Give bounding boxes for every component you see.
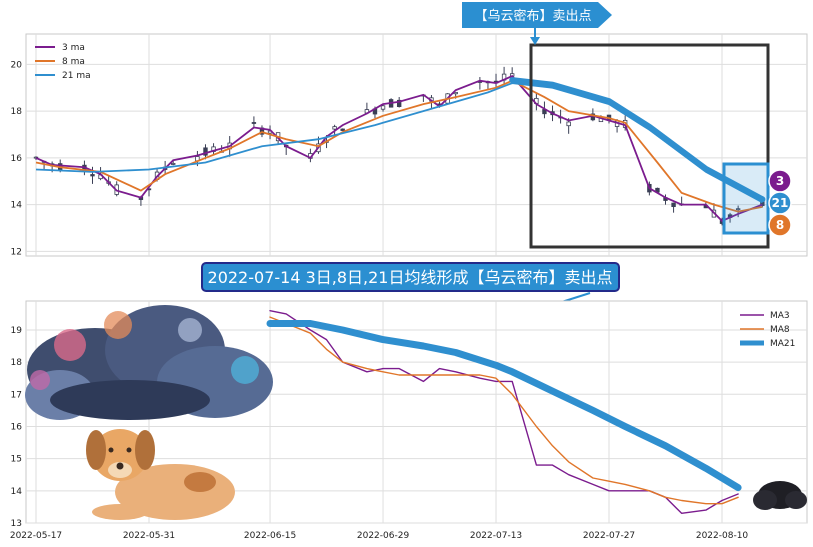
legend-label-ma3: MA3	[770, 311, 790, 321]
cloud-swirl	[178, 318, 202, 342]
legend-label-ma21: MA21	[770, 339, 795, 349]
y-tick-label: 18	[11, 358, 23, 368]
badge-8	[768, 213, 792, 237]
badge-8-label: 8	[776, 218, 784, 232]
banner-box	[201, 262, 620, 292]
series-line-MA21	[266, 320, 742, 492]
y-tick-label: 19	[11, 326, 23, 336]
y-tick-label: 16	[11, 422, 23, 432]
top-callout-label: 【乌云密布】卖出点	[474, 8, 591, 24]
dog-eye	[126, 447, 132, 453]
series-line-MA8	[269, 316, 739, 505]
ma-badges: 3 21 8	[768, 169, 792, 237]
candle-body	[340, 128, 345, 131]
dog-paws	[92, 504, 148, 520]
legend-label-3ma: 3 ma	[62, 43, 85, 53]
cloud-swirl	[104, 311, 132, 339]
dog-spot	[184, 472, 216, 492]
bottom-lines	[266, 310, 742, 514]
dog-muzzle	[108, 462, 132, 478]
storm-cloud-illustration	[25, 305, 273, 420]
top-panel: 12 14 16 18 20 3 ma 8 ma 21 ma 3 21 8	[11, 33, 808, 257]
top-callout-arrow-shape	[462, 2, 612, 28]
y-tick-label: 17	[11, 390, 22, 400]
y-tick-label: 18	[11, 107, 23, 117]
candle-body	[566, 121, 571, 127]
candle-body	[396, 99, 402, 108]
legend-label-8ma: 8 ma	[62, 57, 85, 67]
highlight-box	[722, 162, 770, 235]
cloud-lobe	[50, 380, 210, 420]
series-line-21ma-emphasis	[509, 77, 766, 203]
top-callout-pointer-head	[530, 37, 540, 45]
cloud-swirl	[30, 370, 50, 390]
top-callout: 【乌云密布】卖出点	[462, 2, 612, 45]
candle-body	[735, 208, 741, 211]
dog-head	[92, 429, 148, 481]
y-tick-label: 16	[11, 154, 23, 164]
x-tick-label: 2022-05-31	[123, 531, 175, 541]
x-tick-label: 2022-05-17	[10, 531, 62, 541]
badge-21-label: 21	[772, 196, 789, 210]
y-tick-label: 14	[11, 487, 23, 497]
x-tick-label: 2022-08-10	[696, 531, 749, 541]
candle-body	[251, 122, 257, 124]
legend-label-21ma: 21 ma	[62, 71, 91, 81]
y-tick-label: 14	[11, 201, 23, 211]
small-cloud-lobe	[753, 490, 777, 510]
top-plot-area	[25, 33, 808, 257]
bottom-x-ticks: 2022-05-17 2022-05-31 2022-06-15 2022-06-29…	[10, 531, 749, 541]
top-y-ticks: 12 14 16 18 20	[11, 60, 23, 257]
y-tick-label: 20	[11, 60, 23, 70]
candle-body	[380, 105, 386, 110]
x-tick-label: 2022-06-29	[357, 531, 410, 541]
small-cloud-lobe	[785, 491, 807, 509]
dog-ear	[86, 430, 106, 470]
series-line-8ma	[35, 79, 763, 213]
y-tick-label: 15	[11, 455, 22, 465]
dog-ear	[135, 430, 155, 470]
x-tick-label: 2022-06-15	[244, 531, 296, 541]
top-lines	[35, 75, 766, 222]
dog-eye	[108, 447, 114, 453]
candle-body	[90, 174, 95, 177]
bottom-y-ticks: 13 14 15 16 17 18 19	[11, 326, 23, 529]
top-grid	[26, 34, 807, 256]
focus-frame	[529, 43, 770, 249]
badge-3-label: 3	[776, 174, 784, 188]
top-legend: 3 ma 8 ma 21 ma	[35, 43, 91, 81]
middle-banner: 2022-07-14 3日,8日,21日均线形成【乌云密布】卖出点	[201, 262, 620, 311]
dog-nose	[116, 462, 124, 470]
y-tick-label: 13	[11, 519, 22, 529]
dog-illustration	[86, 429, 235, 520]
cloud-swirl	[231, 356, 259, 384]
legend-label-ma8: MA8	[770, 325, 790, 335]
small-dark-cloud	[753, 481, 807, 510]
cloud-swirl	[54, 329, 86, 361]
candle-body	[332, 126, 337, 130]
y-tick-label: 12	[11, 247, 22, 257]
candle-body	[170, 163, 176, 165]
candle-body	[203, 147, 208, 156]
series-line-3ma	[35, 75, 763, 222]
x-tick-label: 2022-07-27	[583, 531, 635, 541]
bottom-legend: MA3 MA8 MA21	[740, 311, 795, 349]
candle-body	[671, 202, 676, 208]
banner-label: 2022-07-14 3日,8日,21日均线形成【乌云密布】卖出点	[208, 268, 613, 287]
x-tick-label: 2022-07-13	[470, 531, 522, 541]
